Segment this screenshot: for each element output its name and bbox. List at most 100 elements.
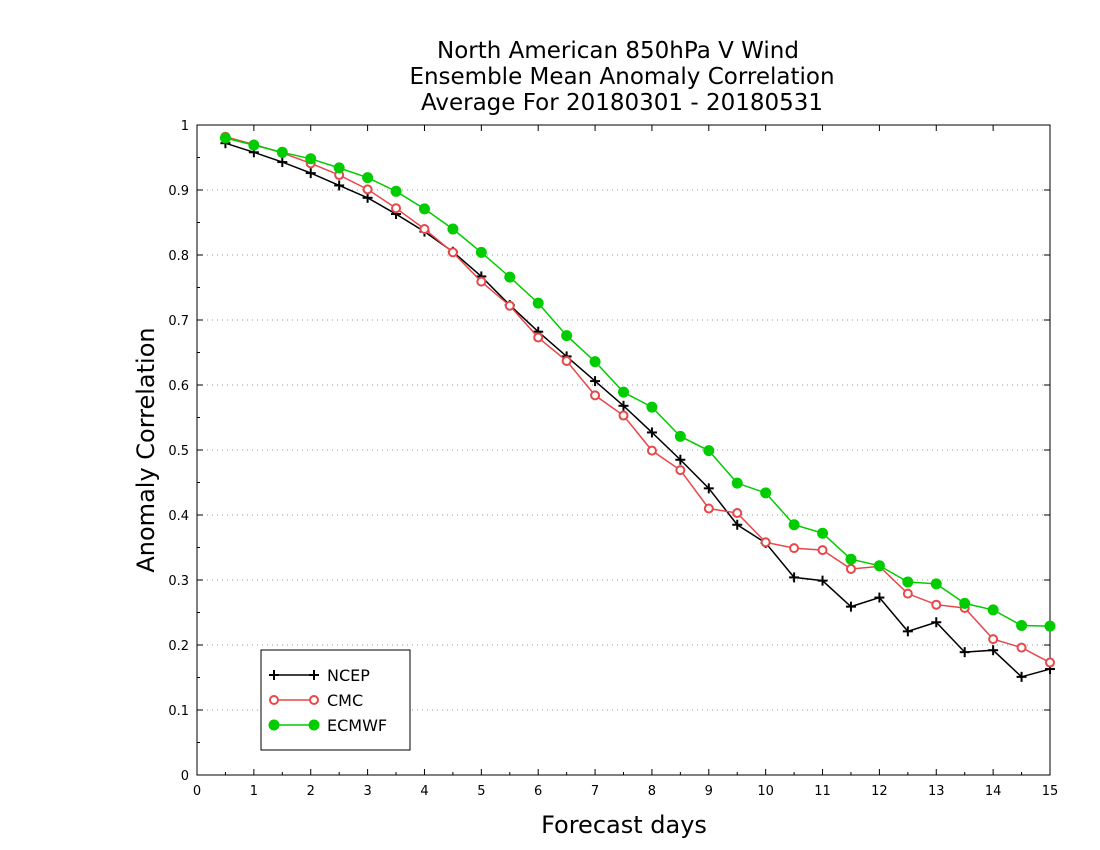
data-point-cmc [476, 276, 487, 287]
data-point-ncep [1016, 671, 1027, 682]
data-point-ncep [618, 400, 629, 411]
x-tick-label: 7 [591, 784, 599, 799]
data-point-ecmwf [589, 356, 601, 368]
data-point-ncep [646, 427, 657, 438]
y-tick-label: 0.5 [168, 444, 189, 459]
y-tick-label: 0.9 [168, 184, 189, 199]
data-point-cmc [675, 465, 686, 476]
data-point-cmc [646, 445, 657, 456]
data-point-ncep [789, 572, 800, 583]
data-point-ncep [874, 592, 885, 603]
data-point-ecmwf [731, 477, 743, 489]
data-point-ecmwf [845, 553, 857, 565]
data-point-ncep [845, 601, 856, 612]
data-point-ecmwf [276, 146, 288, 158]
legend-marker-cmc [269, 695, 279, 705]
y-tick-label: 0.4 [168, 509, 189, 524]
data-point-ecmwf [362, 172, 374, 184]
data-point-ecmwf [532, 297, 544, 309]
data-point-cmc [817, 545, 828, 556]
x-tick-label: 5 [477, 784, 485, 799]
data-point-cmc [590, 390, 601, 401]
legend-marker-ecmwf [308, 719, 320, 731]
data-point-cmc [419, 224, 430, 234]
data-point-cmc [1045, 657, 1055, 668]
x-tick-label: 13 [928, 784, 945, 799]
legend-label-cmc: CMC [327, 691, 363, 710]
data-point-ecmwf [305, 153, 317, 165]
data-point-cmc [988, 634, 999, 645]
data-point-ncep [590, 376, 601, 387]
data-point-ncep [931, 617, 942, 628]
data-point-ecmwf [646, 401, 658, 413]
x-tick-label: 3 [363, 784, 371, 799]
data-point-ecmwf [418, 203, 430, 215]
series-ecmwf [219, 132, 1056, 632]
data-point-cmc [703, 503, 714, 514]
data-point-ecmwf [333, 162, 345, 174]
data-point-cmc [845, 563, 856, 574]
data-point-cmc [504, 300, 515, 311]
x-tick-label: 12 [871, 784, 888, 799]
legend-label-ecmwf: ECMWF [327, 716, 387, 735]
series-line-ncep [225, 142, 1051, 678]
data-point-ecmwf [504, 271, 516, 283]
legend-marker-cmc [309, 695, 319, 705]
legend-item-ecmwf: ECMWF [268, 716, 387, 735]
y-axis-label: Anomaly Correlation [132, 327, 160, 572]
data-point-cmc [931, 599, 942, 610]
y-tick-label: 0.3 [168, 574, 189, 589]
x-tick-label: 0 [193, 784, 201, 799]
data-point-ecmwf [902, 576, 914, 588]
y-tick-label: 0.7 [168, 314, 189, 329]
data-point-ncep [277, 157, 288, 168]
data-point-cmc [789, 543, 800, 554]
chart-title-line-3: Average For 20180301 - 20180531 [421, 90, 823, 116]
x-tick-label: 14 [985, 784, 1002, 799]
gridlines [197, 189, 1050, 711]
data-point-ncep [675, 454, 686, 465]
x-tick-label: 6 [534, 784, 542, 799]
data-point-cmc [760, 537, 771, 548]
data-point-cmc [391, 203, 402, 214]
legend-marker-ecmwf [268, 719, 280, 731]
data-point-ncep [703, 483, 714, 494]
data-point-ecmwf [817, 527, 829, 539]
data-point-ecmwf [475, 246, 487, 258]
x-tick-label: 9 [705, 784, 713, 799]
legend-marker-ncep [269, 670, 279, 680]
chart-title-line-1: North American 850hPa V Wind [437, 38, 799, 64]
data-point-cmc [362, 184, 373, 195]
data-point-ecmwf [703, 445, 715, 457]
y-tick-label: 0 [181, 769, 189, 784]
chart-title: North American 850hPa V Wind Ensemble Me… [409, 38, 834, 116]
data-point-ncep [305, 168, 316, 179]
x-axis-label: Forecast days [541, 811, 707, 839]
x-tick-label: 2 [307, 784, 315, 799]
x-tick-label: 10 [757, 784, 774, 799]
legend-item-ncep: NCEP [269, 666, 370, 685]
data-point-ecmwf [447, 223, 459, 235]
data-point-ncep [334, 180, 345, 191]
data-point-ecmwf [760, 487, 772, 499]
data-point-cmc [447, 247, 458, 258]
data-point-ecmwf [618, 386, 629, 398]
series-line-cmc [225, 135, 1051, 664]
chart-title-line-2: Ensemble Mean Anomaly Correlation [409, 64, 834, 90]
data-point-ecmwf [248, 139, 260, 151]
y-tick-label: 0.8 [168, 249, 189, 264]
data-point-cmc [902, 588, 913, 599]
data-point-ecmwf [873, 560, 885, 572]
series-lines [219, 131, 1056, 682]
data-point-ecmwf [987, 604, 999, 616]
series-line-ecmwf [225, 137, 1051, 627]
y-axis: 0 0.1 0.2 0.3 0.4 0.5 0.6 0.7 0.8 0.9 1 [168, 119, 1050, 784]
x-axis: 0 1 2 3 4 5 6 7 8 9 10 11 12 13 14 15 [193, 125, 1058, 799]
x-tick-label: 8 [648, 784, 656, 799]
data-point-ncep [988, 645, 999, 656]
data-point-ecmwf [788, 519, 800, 531]
x-tick-label: 4 [420, 784, 428, 799]
data-point-ecmwf [561, 330, 573, 342]
legend-marker-ncep [309, 670, 319, 680]
